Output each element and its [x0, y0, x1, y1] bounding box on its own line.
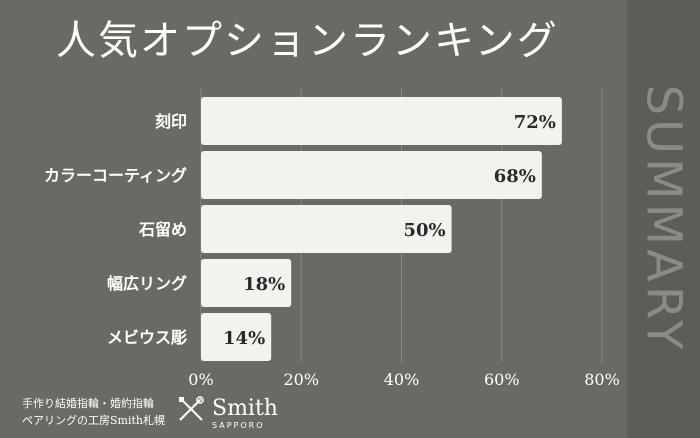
side-label: SUMMARY — [635, 84, 692, 354]
chart-title: 人気オプションランキング — [56, 18, 559, 64]
value-label: 18% — [243, 274, 285, 295]
brand-sub: SAPPORO — [212, 421, 265, 430]
value-label: 72% — [514, 112, 556, 133]
side-panel: SUMMARY — [627, 0, 700, 438]
category-label: 石留め — [138, 220, 187, 239]
value-label: 68% — [494, 166, 536, 187]
footer-line-2: ペアリングの工房Smith札幌 — [22, 414, 165, 427]
bar-chart: 0% 20% 40% 60% 80% 刻印 72% カラーコーティング 68% 石留め 50% 幅広リ… — [44, 88, 620, 389]
x-tick-label: 20% — [283, 370, 319, 389]
brand-logo: Smith SAPPORO — [176, 394, 278, 430]
category-label: カラーコーティング — [44, 166, 187, 185]
category-label: メビウス彫 — [107, 328, 187, 347]
x-tick-label: 40% — [384, 370, 420, 389]
x-tick-label: 0% — [188, 370, 213, 389]
bar — [201, 205, 452, 253]
bar — [201, 259, 292, 307]
crossed-tools-icon — [179, 396, 204, 421]
bar — [201, 151, 542, 199]
brand-name: Smith — [212, 396, 278, 421]
bars — [201, 97, 562, 361]
category-label: 刻印 — [155, 112, 187, 131]
value-label: 50% — [403, 220, 445, 241]
value-label: 14% — [223, 328, 265, 349]
category-label: 幅広リング — [107, 274, 187, 293]
footer-line-1: 手作り結婚指輪・婚約指輪 — [22, 397, 154, 410]
bar — [201, 97, 562, 145]
x-tick-label: 80% — [584, 370, 620, 389]
x-tick-label: 60% — [484, 370, 520, 389]
labels: 0% 20% 40% 60% 80% 刻印 72% カラーコーティング 68% 石留め 50% 幅広リ… — [44, 112, 620, 389]
bar — [201, 313, 272, 361]
